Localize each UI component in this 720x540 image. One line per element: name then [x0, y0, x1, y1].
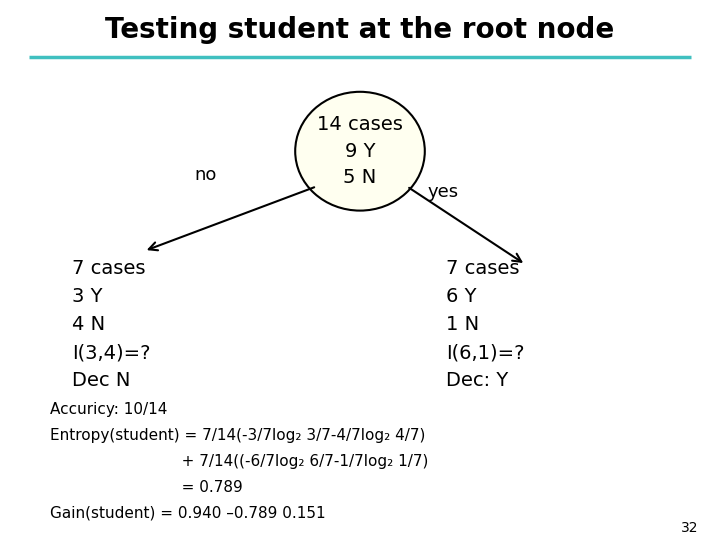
Text: Entropy(student) = 7/14(-3/7log₂ 3/7-4/7log₂ 4/7): Entropy(student) = 7/14(-3/7log₂ 3/7-4/7…: [50, 428, 426, 443]
Text: Gain(student) = 0.940 –0.789 0.151: Gain(student) = 0.940 –0.789 0.151: [50, 506, 326, 521]
Text: no: no: [194, 166, 217, 185]
Text: Accuricy: 10/14: Accuricy: 10/14: [50, 402, 168, 417]
Text: 32: 32: [681, 521, 698, 535]
Text: 7 cases
6 Y
1 N
I(6,1)=?
Dec: Y: 7 cases 6 Y 1 N I(6,1)=? Dec: Y: [446, 259, 525, 390]
Ellipse shape: [295, 92, 425, 211]
Text: 14 cases
9 Y
5 N: 14 cases 9 Y 5 N: [317, 115, 403, 187]
Text: Testing student at the root node: Testing student at the root node: [105, 16, 615, 44]
Text: yes: yes: [427, 183, 459, 201]
Text: + 7/14((-6/7log₂ 6/7-1/7log₂ 1/7): + 7/14((-6/7log₂ 6/7-1/7log₂ 1/7): [50, 454, 429, 469]
Text: 7 cases
3 Y
4 N
I(3,4)=?
Dec N: 7 cases 3 Y 4 N I(3,4)=? Dec N: [72, 259, 150, 390]
Text: = 0.789: = 0.789: [50, 480, 243, 495]
